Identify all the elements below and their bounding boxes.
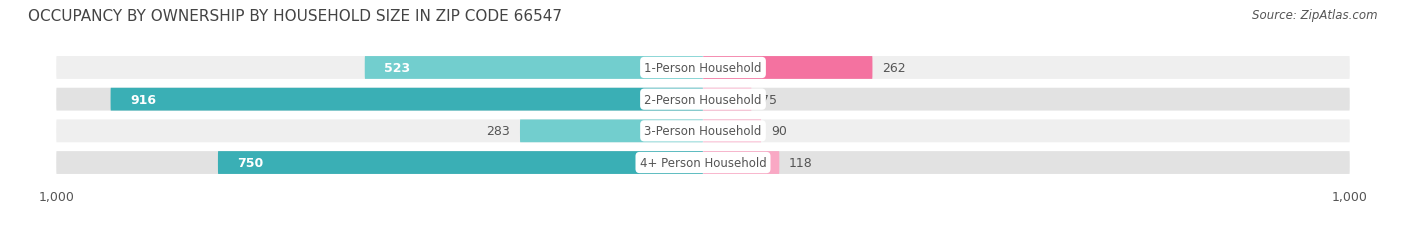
Text: 4+ Person Household: 4+ Person Household xyxy=(640,156,766,169)
FancyBboxPatch shape xyxy=(56,88,1350,111)
FancyBboxPatch shape xyxy=(703,120,761,143)
FancyBboxPatch shape xyxy=(703,152,779,174)
FancyBboxPatch shape xyxy=(218,152,703,174)
Text: 283: 283 xyxy=(486,125,510,138)
Text: OCCUPANCY BY OWNERSHIP BY HOUSEHOLD SIZE IN ZIP CODE 66547: OCCUPANCY BY OWNERSHIP BY HOUSEHOLD SIZE… xyxy=(28,9,562,24)
Text: 3-Person Household: 3-Person Household xyxy=(644,125,762,138)
FancyBboxPatch shape xyxy=(56,57,1350,79)
FancyBboxPatch shape xyxy=(703,88,751,111)
FancyBboxPatch shape xyxy=(364,57,703,79)
Text: 90: 90 xyxy=(770,125,787,138)
Text: 2-Person Household: 2-Person Household xyxy=(644,93,762,106)
Text: 262: 262 xyxy=(882,62,905,75)
Text: 75: 75 xyxy=(761,93,778,106)
FancyBboxPatch shape xyxy=(111,88,703,111)
FancyBboxPatch shape xyxy=(56,120,1350,143)
Text: 118: 118 xyxy=(789,156,813,169)
FancyBboxPatch shape xyxy=(703,57,873,79)
FancyBboxPatch shape xyxy=(520,120,703,143)
Text: Source: ZipAtlas.com: Source: ZipAtlas.com xyxy=(1253,9,1378,22)
Text: 1-Person Household: 1-Person Household xyxy=(644,62,762,75)
Text: 916: 916 xyxy=(129,93,156,106)
Text: 523: 523 xyxy=(384,62,411,75)
Text: 750: 750 xyxy=(238,156,263,169)
FancyBboxPatch shape xyxy=(56,152,1350,174)
